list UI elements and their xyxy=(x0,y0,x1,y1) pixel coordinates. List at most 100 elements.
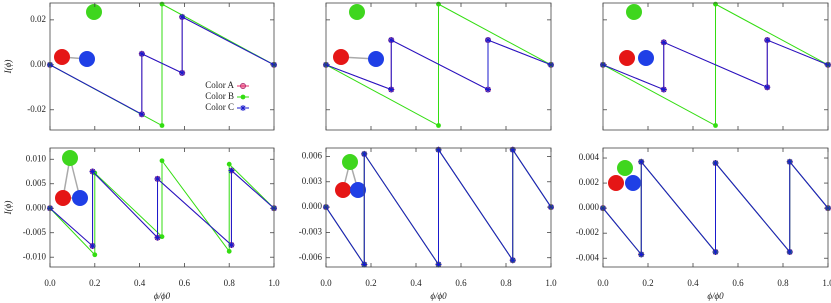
data-point xyxy=(388,37,395,44)
data-point xyxy=(154,175,161,182)
data-point xyxy=(786,248,793,255)
data-point xyxy=(92,252,98,258)
x-tick-label: 1.0 xyxy=(822,278,831,288)
plot-frame xyxy=(325,147,552,268)
x-axis-label: ϕ/ϕ0 xyxy=(707,291,724,301)
data-point xyxy=(713,1,718,7)
atom xyxy=(86,4,102,20)
atom xyxy=(335,182,351,198)
data-point xyxy=(159,1,165,7)
data-point xyxy=(485,86,491,93)
x-tick-label: 0.8 xyxy=(224,278,236,288)
y-tick-label: -0.003 xyxy=(299,226,323,236)
x-tick-label: 0.4 xyxy=(134,278,146,288)
y-tick-label: -0.006 xyxy=(299,252,323,262)
atom xyxy=(342,154,358,170)
panel: 0.0 0.2 0.4 0.6 0.8 1.0 -0.006 -0.003 0.000 0.003… xyxy=(299,146,557,301)
data-point xyxy=(712,248,719,255)
data-point xyxy=(713,123,718,128)
legend-label: Color A xyxy=(205,80,234,90)
y-tick-label: -0.004 xyxy=(576,252,600,262)
data-point xyxy=(228,167,235,174)
y-tick-label: 0.003 xyxy=(302,176,323,186)
x-tick-label: 0.6 xyxy=(732,278,744,288)
x-tick-label: 0.6 xyxy=(455,278,467,288)
series-line xyxy=(325,39,552,91)
x-tick-label: 0.6 xyxy=(179,278,191,288)
atom xyxy=(619,50,635,66)
panel: 0.0 0.2 0.4 0.6 0.8 1.0 -0.010 -0.005 0.000 0.005… xyxy=(3,147,280,301)
data-point xyxy=(159,123,165,128)
data-point xyxy=(436,123,441,128)
x-tick-label: 0.0 xyxy=(597,278,609,288)
legend-marker xyxy=(240,94,246,100)
atom xyxy=(333,49,349,65)
x-axis-label: ϕ/ϕ0 xyxy=(430,291,447,301)
data-point xyxy=(361,261,368,268)
data-point xyxy=(226,161,232,167)
x-axis-label: ϕ/ϕ0 xyxy=(154,291,171,301)
x-tick-label: 0.4 xyxy=(410,278,422,288)
atom xyxy=(72,190,88,206)
x-tick-label: 0.8 xyxy=(777,278,789,288)
data-point xyxy=(436,1,441,7)
atom xyxy=(368,51,384,67)
x-tick-label: 0.2 xyxy=(365,278,376,288)
data-point xyxy=(89,242,96,249)
x-tick-label: 0.0 xyxy=(44,278,56,288)
series-line xyxy=(602,39,829,91)
data-point xyxy=(226,248,232,254)
y-axis-label: I(ϕ) xyxy=(3,201,13,216)
y-tick-label: 0.00 xyxy=(30,59,46,69)
atom xyxy=(54,49,70,65)
legend-label: Color C xyxy=(205,102,234,112)
data-point xyxy=(712,160,719,167)
x-tick-label: 0.4 xyxy=(687,278,699,288)
atom xyxy=(79,51,95,67)
plot-frame xyxy=(325,2,552,131)
plot-frame xyxy=(49,2,275,131)
data-point xyxy=(509,146,516,153)
data-point xyxy=(228,241,235,248)
atom xyxy=(62,150,78,166)
data-point xyxy=(435,261,442,268)
series-line xyxy=(49,169,275,248)
data-point xyxy=(388,86,395,93)
y-tick-label: 0.000 xyxy=(579,202,600,212)
y-tick-label: 0.005 xyxy=(26,178,47,188)
data-point xyxy=(179,69,186,76)
legend-marker xyxy=(240,83,246,89)
panel xyxy=(323,1,554,131)
series-line xyxy=(49,159,275,256)
data-point xyxy=(361,150,368,157)
y-tick-label: -0.010 xyxy=(23,251,47,261)
x-tick-label: 1.0 xyxy=(268,278,280,288)
y-tick-label: 0.002 xyxy=(579,177,599,187)
panel xyxy=(600,1,831,131)
atom xyxy=(350,182,366,198)
atom xyxy=(349,4,365,20)
data-point xyxy=(764,84,771,91)
y-axis-label: I(ϕ) xyxy=(3,60,13,75)
y-tick-label: 0.000 xyxy=(26,202,47,212)
atom xyxy=(55,190,71,206)
data-point xyxy=(509,257,516,264)
data-point xyxy=(435,146,442,153)
data-point xyxy=(485,37,491,44)
atom xyxy=(626,4,642,20)
y-tick-label: 0.010 xyxy=(26,153,47,163)
x-tick-label: 0.0 xyxy=(320,278,332,288)
x-tick-label: 0.8 xyxy=(500,278,512,288)
y-tick-label: 0.000 xyxy=(302,201,323,211)
y-tick-label: 0.004 xyxy=(579,152,600,162)
data-point xyxy=(89,168,96,175)
x-tick-label: 0.2 xyxy=(642,278,653,288)
data-point xyxy=(764,37,771,44)
series-line xyxy=(602,160,829,256)
legend-marker xyxy=(240,105,246,111)
data-point xyxy=(660,86,667,93)
data-point xyxy=(159,234,165,240)
data-point xyxy=(786,158,793,165)
